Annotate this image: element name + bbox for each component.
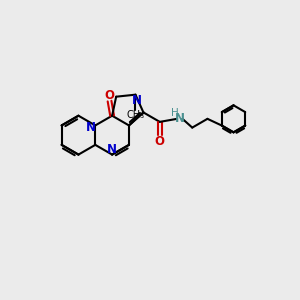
Text: N: N	[86, 122, 96, 134]
Text: N: N	[107, 143, 117, 156]
Text: CH₃: CH₃	[126, 110, 145, 121]
Text: O: O	[104, 88, 115, 102]
Text: N: N	[132, 94, 142, 106]
Text: O: O	[155, 135, 165, 148]
Text: N: N	[175, 112, 185, 125]
Text: H: H	[171, 108, 179, 118]
